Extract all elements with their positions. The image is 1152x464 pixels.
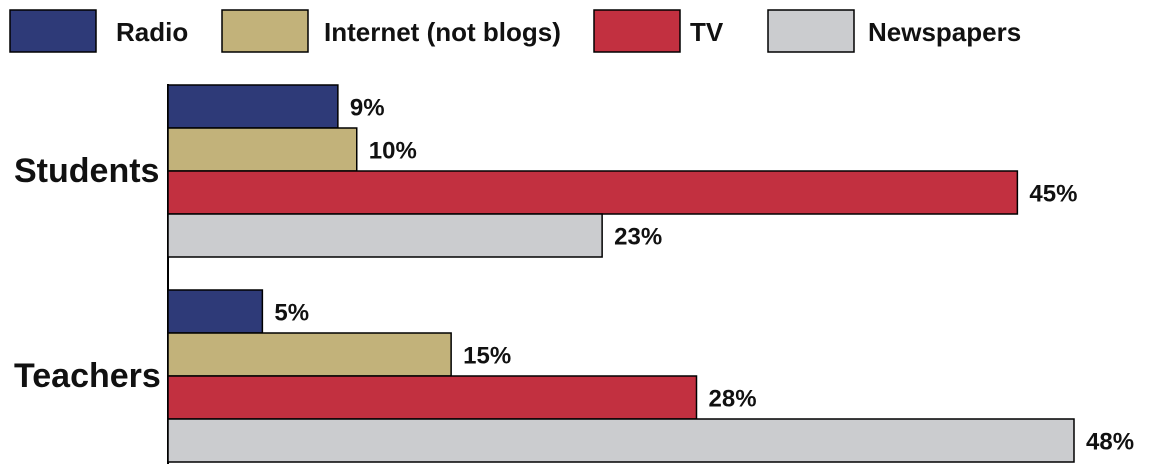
legend-label-radio: Radio	[116, 17, 188, 47]
legend-swatch-radio	[9, 9, 97, 53]
bar-students-newspapers	[167, 213, 603, 258]
bar-groups: Students 9% 10% 45% 23% Teachers 5% 15% 28% 48%	[14, 84, 1134, 463]
legend-label-tv: TV	[690, 17, 724, 47]
value-label-teachers-radio: 5%	[274, 300, 309, 327]
value-label-teachers-newspapers: 48%	[1086, 429, 1134, 456]
bar-students-radio	[167, 84, 339, 129]
legend-label-internet-not-blogs: Internet (not blogs)	[324, 17, 561, 47]
value-label-teachers-tv: 28%	[709, 386, 757, 413]
bar-teachers-internet-not-blogs	[167, 332, 452, 377]
legend-swatch-tv	[593, 9, 681, 53]
value-label-teachers-internet-not-blogs: 15%	[463, 343, 511, 370]
bar-group-students: Students 9% 10% 45% 23%	[14, 84, 1077, 258]
bar-teachers-tv	[167, 375, 698, 420]
value-label-students-internet-not-blogs: 10%	[369, 138, 417, 165]
category-label-students: Students	[14, 152, 159, 190]
bar-students-tv	[167, 170, 1019, 215]
legend-label-newspapers: Newspapers	[868, 17, 1021, 47]
legend: Radio Internet (not blogs) TV Newspapers	[9, 9, 1021, 53]
bar-group-teachers: Teachers 5% 15% 28% 48%	[14, 289, 1134, 463]
category-label-teachers: Teachers	[14, 357, 161, 395]
bar-teachers-radio	[167, 289, 264, 334]
legend-swatch-newspapers	[767, 9, 855, 53]
value-label-students-newspapers: 23%	[614, 224, 662, 251]
value-label-students-tv: 45%	[1029, 181, 1077, 208]
bar-students-internet-not-blogs	[167, 127, 358, 172]
legend-swatch-internet-not-blogs	[221, 9, 309, 53]
value-label-students-radio: 9%	[350, 95, 385, 122]
bar-teachers-newspapers	[167, 418, 1075, 463]
